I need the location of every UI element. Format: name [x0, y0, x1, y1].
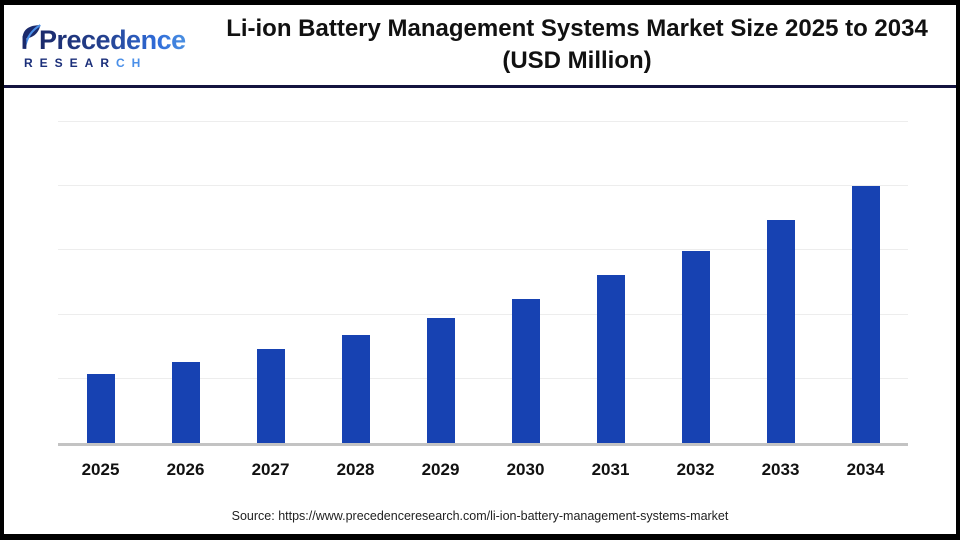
chart-bar-2031 [596, 275, 625, 443]
bar-cell [738, 122, 823, 443]
x-axis-label: 2027 [251, 460, 290, 479]
x-axis-label: 2033 [761, 460, 800, 479]
x-axis-label: 2026 [166, 460, 205, 479]
bar-cell [398, 122, 483, 443]
chart-bar-2028 [341, 334, 370, 443]
brand-subtitle-navy: RESEAR [24, 55, 117, 70]
bar-cell [58, 122, 143, 443]
x-axis-label: 2032 [676, 460, 715, 479]
gridline [58, 249, 908, 251]
precedence-research-logo: Precedence RESEARCH [4, 22, 212, 69]
bar-cell [313, 122, 398, 443]
x-axis-line [58, 443, 908, 446]
chart-bar-2029 [426, 318, 455, 443]
brand-name: Precedence [39, 24, 186, 55]
chart-bar-2032 [681, 251, 710, 443]
header: Precedence RESEARCH Li-ion Battery Manag… [4, 5, 956, 85]
gridline [58, 377, 908, 379]
x-axis-label: 2025 [81, 460, 120, 479]
bar-cell [823, 122, 908, 443]
title-line-1: Li-ion Battery Management Systems Market… [226, 14, 928, 42]
x-axis-label: 2029 [421, 460, 460, 479]
gridline [58, 185, 908, 187]
source-text: Source: https://www.precedenceresearch.c… [231, 509, 729, 523]
chart-bar-2026 [171, 362, 200, 443]
x-axis-label: 2031 [591, 460, 630, 479]
bars [58, 122, 908, 443]
bar-cell [228, 122, 313, 443]
chart-bar-2030 [511, 299, 540, 443]
chart-area: 2025 2026 2027 2028 2029 2030 2031 2032 2033 2034… [4, 88, 956, 534]
gridline [58, 313, 908, 315]
x-axis-labels: 2025 2026 2027 2028 2029 2030 2031 2032 2033 2034 [58, 460, 908, 480]
page-title: Li-ion Battery Management Systems Market… [212, 13, 956, 78]
brand-subtitle-blue: CH [116, 55, 148, 70]
bar-cell [568, 122, 653, 443]
plot-area [58, 121, 908, 446]
brand-subtitle: RESEARCH [20, 57, 212, 69]
bar-cell [653, 122, 738, 443]
gridline [58, 121, 908, 122]
logo-wordmark: Precedence [20, 22, 212, 54]
chart-bar-2025 [86, 373, 115, 443]
bar-cell [483, 122, 568, 443]
header-divider [4, 85, 956, 88]
leaf-logo-icon [22, 23, 41, 49]
x-axis-label: 2034 [846, 460, 885, 479]
chart-bar-2027 [256, 349, 285, 443]
chart-bar-2033 [766, 220, 795, 443]
title-line-2: (USD Million) [502, 47, 652, 74]
bar-cell [143, 122, 228, 443]
x-axis-label: 2030 [506, 460, 545, 479]
chart-bar-2034 [851, 185, 880, 443]
x-axis-label: 2028 [336, 460, 375, 479]
